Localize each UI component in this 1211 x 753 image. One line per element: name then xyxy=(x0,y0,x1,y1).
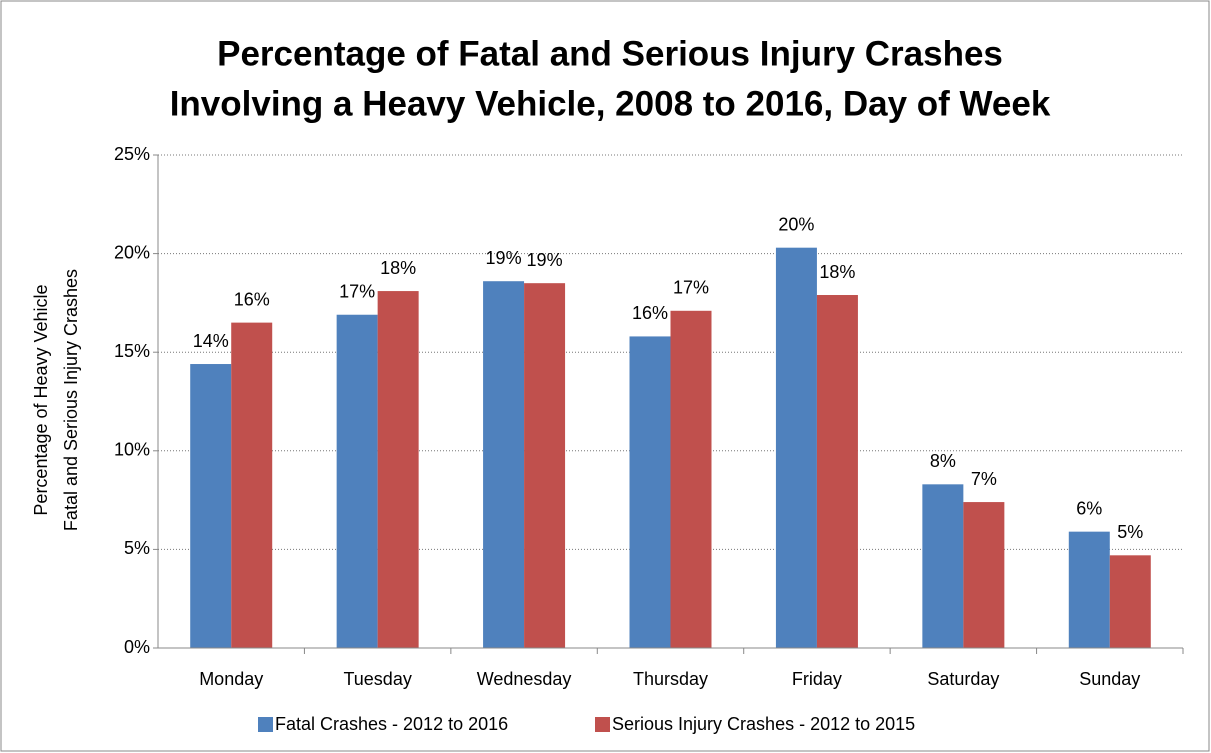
x-tick-label: Wednesday xyxy=(477,669,572,689)
x-tick-label: Sunday xyxy=(1079,669,1140,689)
data-label: 18% xyxy=(380,258,416,278)
bar xyxy=(775,247,817,648)
bar xyxy=(1109,555,1151,648)
bar xyxy=(336,314,378,648)
bar xyxy=(190,364,232,648)
data-label: 6% xyxy=(1076,498,1102,518)
x-tick-label: Friday xyxy=(792,669,842,689)
y-tick-label: 0% xyxy=(124,637,150,657)
data-label: 14% xyxy=(193,331,229,351)
bar xyxy=(629,336,671,648)
data-label: 19% xyxy=(527,250,563,270)
y-tick-label: 15% xyxy=(114,341,150,361)
x-tick-label: Saturday xyxy=(927,669,999,689)
bar xyxy=(670,310,712,648)
y-axis-label: Percentage of Heavy Vehicle xyxy=(31,284,51,515)
data-label: 17% xyxy=(673,278,709,298)
y-tick-label: 5% xyxy=(124,538,150,558)
y-tick-label: 25% xyxy=(114,144,150,164)
data-label: 16% xyxy=(234,289,270,309)
bar xyxy=(231,322,273,648)
bar xyxy=(1068,531,1110,648)
data-label: 16% xyxy=(632,303,668,323)
y-axis-label: Fatal and Serious Injury Crashes xyxy=(61,269,81,531)
bar xyxy=(524,283,566,648)
data-label: 8% xyxy=(930,451,956,471)
x-tick-label: Monday xyxy=(199,669,263,689)
data-label: 18% xyxy=(819,262,855,282)
bar xyxy=(377,291,419,648)
x-tick-label: Tuesday xyxy=(343,669,411,689)
y-tick-label: 20% xyxy=(114,242,150,262)
data-label: 17% xyxy=(339,281,375,301)
data-label: 19% xyxy=(486,248,522,268)
legend-label: Fatal Crashes - 2012 to 2016 xyxy=(275,714,508,734)
x-tick-label: Thursday xyxy=(633,669,708,689)
chart-title: Percentage of Fatal and Serious Injury C… xyxy=(217,34,1003,73)
bar xyxy=(922,484,964,648)
data-label: 5% xyxy=(1117,522,1143,542)
y-tick-label: 10% xyxy=(114,440,150,460)
data-label: 20% xyxy=(778,214,814,234)
bar xyxy=(483,281,525,648)
bar xyxy=(816,295,858,648)
bar xyxy=(963,502,1005,648)
data-label: 7% xyxy=(971,469,997,489)
legend-label: Serious Injury Crashes - 2012 to 2015 xyxy=(612,714,915,734)
chart-title: Involving a Heavy Vehicle, 2008 to 2016,… xyxy=(170,84,1051,123)
legend-swatch xyxy=(258,717,273,732)
legend-swatch xyxy=(595,717,610,732)
